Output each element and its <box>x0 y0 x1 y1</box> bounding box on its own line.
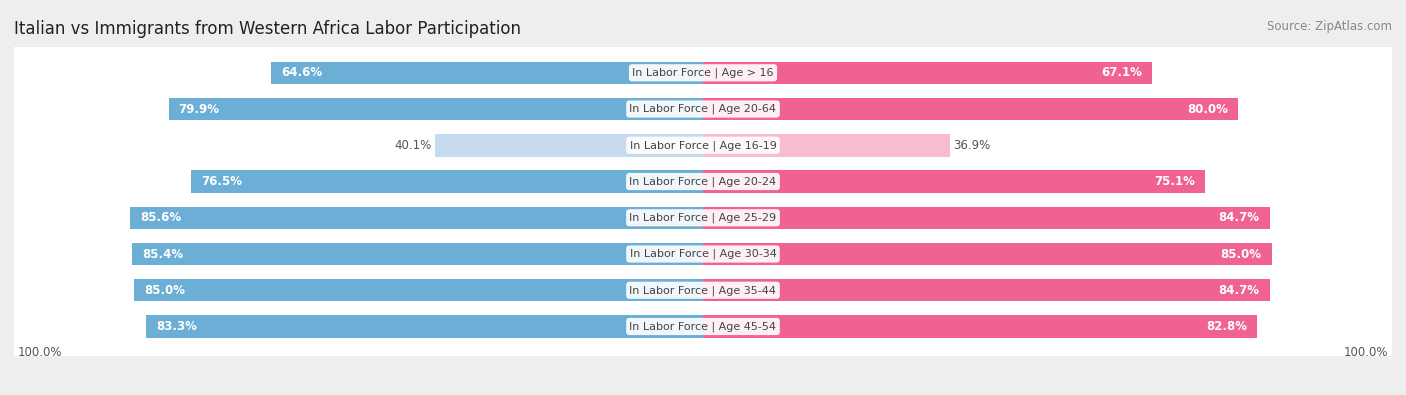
Bar <box>434 134 703 156</box>
Text: 83.3%: 83.3% <box>156 320 197 333</box>
FancyBboxPatch shape <box>13 286 1393 367</box>
Bar <box>703 134 950 156</box>
Legend: Italian, Immigrants from Western Africa: Italian, Immigrants from Western Africa <box>548 394 858 395</box>
Bar <box>135 279 703 301</box>
Text: In Labor Force | Age 30-34: In Labor Force | Age 30-34 <box>630 249 776 259</box>
Text: In Labor Force | Age 45-54: In Labor Force | Age 45-54 <box>630 321 776 332</box>
Text: In Labor Force | Age 25-29: In Labor Force | Age 25-29 <box>630 213 776 223</box>
Bar <box>146 315 703 338</box>
Text: 84.7%: 84.7% <box>1219 211 1260 224</box>
Text: 85.6%: 85.6% <box>141 211 181 224</box>
Bar <box>703 279 1270 301</box>
FancyBboxPatch shape <box>13 105 1393 186</box>
Text: In Labor Force | Age 16-19: In Labor Force | Age 16-19 <box>630 140 776 150</box>
Text: 67.1%: 67.1% <box>1101 66 1142 79</box>
Text: 79.9%: 79.9% <box>179 103 219 115</box>
Text: 85.0%: 85.0% <box>145 284 186 297</box>
Bar <box>131 207 703 229</box>
Text: 75.1%: 75.1% <box>1154 175 1195 188</box>
FancyBboxPatch shape <box>13 141 1393 222</box>
Bar <box>703 98 1239 120</box>
FancyBboxPatch shape <box>13 213 1393 295</box>
Text: 100.0%: 100.0% <box>1344 346 1389 359</box>
FancyBboxPatch shape <box>13 140 1393 223</box>
Bar <box>191 170 703 193</box>
Bar <box>703 207 1270 229</box>
Text: 36.9%: 36.9% <box>953 139 990 152</box>
Text: In Labor Force | Age > 16: In Labor Force | Age > 16 <box>633 68 773 78</box>
Text: 100.0%: 100.0% <box>17 346 62 359</box>
Text: In Labor Force | Age 20-24: In Labor Force | Age 20-24 <box>630 176 776 187</box>
FancyBboxPatch shape <box>13 177 1393 258</box>
FancyBboxPatch shape <box>13 31 1393 115</box>
Bar <box>271 62 703 84</box>
FancyBboxPatch shape <box>13 68 1393 150</box>
FancyBboxPatch shape <box>13 212 1393 296</box>
Bar <box>703 243 1271 265</box>
Text: 64.6%: 64.6% <box>281 66 322 79</box>
Text: 84.7%: 84.7% <box>1219 284 1260 297</box>
FancyBboxPatch shape <box>13 248 1393 332</box>
Text: 76.5%: 76.5% <box>201 175 242 188</box>
Bar <box>703 170 1205 193</box>
FancyBboxPatch shape <box>13 250 1393 331</box>
Bar <box>703 62 1152 84</box>
FancyBboxPatch shape <box>13 103 1393 187</box>
Text: Italian vs Immigrants from Western Africa Labor Participation: Italian vs Immigrants from Western Afric… <box>14 20 522 38</box>
Bar <box>132 243 703 265</box>
Text: 85.4%: 85.4% <box>142 248 183 261</box>
FancyBboxPatch shape <box>13 67 1393 151</box>
Text: Source: ZipAtlas.com: Source: ZipAtlas.com <box>1267 20 1392 33</box>
Text: 85.0%: 85.0% <box>1220 248 1261 261</box>
FancyBboxPatch shape <box>13 176 1393 260</box>
Bar <box>703 315 1257 338</box>
Text: In Labor Force | Age 20-64: In Labor Force | Age 20-64 <box>630 104 776 114</box>
FancyBboxPatch shape <box>13 285 1393 368</box>
Text: 40.1%: 40.1% <box>394 139 432 152</box>
FancyBboxPatch shape <box>13 32 1393 113</box>
Bar <box>169 98 703 120</box>
Text: 82.8%: 82.8% <box>1206 320 1247 333</box>
Text: In Labor Force | Age 35-44: In Labor Force | Age 35-44 <box>630 285 776 295</box>
Text: 80.0%: 80.0% <box>1187 103 1227 115</box>
